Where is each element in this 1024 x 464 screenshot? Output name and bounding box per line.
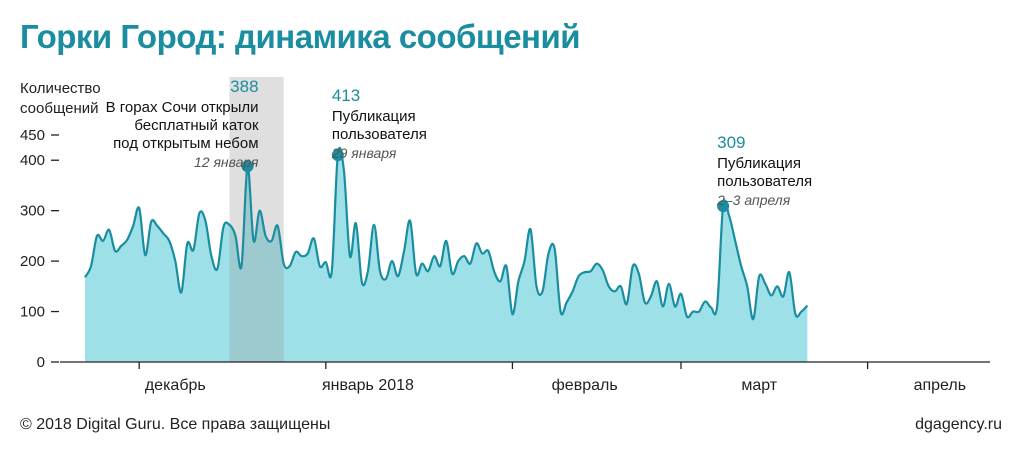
message-dynamics-chart: Количество сообщений 0 100 200 300 400 450 декаб… [20, 77, 990, 394]
x-tick-label: март [741, 377, 777, 394]
annotation-date: 29 января [331, 145, 397, 161]
y-tick-label: 450 [20, 127, 45, 144]
series-area [85, 147, 808, 362]
peak-value-label: 309 [717, 133, 745, 152]
x-tick-label: апрель [914, 377, 967, 394]
site-link[interactable]: dgagency.ru [915, 416, 1002, 433]
peak-marker [241, 160, 254, 173]
peak-marker [717, 200, 730, 213]
annotation-text: под открытым небом [113, 135, 258, 152]
y-axis-label: сообщений [20, 100, 99, 117]
annotation-date: 12 января [194, 154, 259, 170]
y-tick-label: 100 [20, 304, 45, 321]
x-tick-label: февраль [552, 377, 618, 394]
peak-value-label: 388 [230, 77, 258, 96]
series-line [84, 147, 809, 321]
annotation-text: бесплатный каток [134, 117, 259, 134]
page-title: Горки Город: динамика сообщений [20, 18, 581, 55]
annotation-text: пользователя [717, 173, 812, 190]
y-tick-label: 0 [37, 354, 45, 371]
copyright-text: © 2018 Digital Guru. Все права защищены [20, 416, 331, 433]
annotation-date: 2–3 апреля [716, 192, 791, 208]
x-tick-label: январь 2018 [322, 377, 414, 394]
peak-marker [331, 149, 344, 162]
annotation-text: Публикация [332, 108, 416, 125]
y-axis-label: Количество [20, 80, 101, 97]
y-tick-label: 200 [20, 253, 45, 270]
annotation-text: пользователя [332, 126, 427, 143]
y-tick-label: 300 [20, 203, 45, 220]
highlight-band [229, 77, 284, 362]
x-tick-label: декабрь [145, 377, 206, 394]
annotation-text: В горах Сочи открыли [106, 99, 259, 116]
annotation-text: Публикация [717, 155, 801, 172]
peak-value-label: 413 [332, 86, 360, 105]
y-tick-label: 400 [20, 152, 45, 169]
